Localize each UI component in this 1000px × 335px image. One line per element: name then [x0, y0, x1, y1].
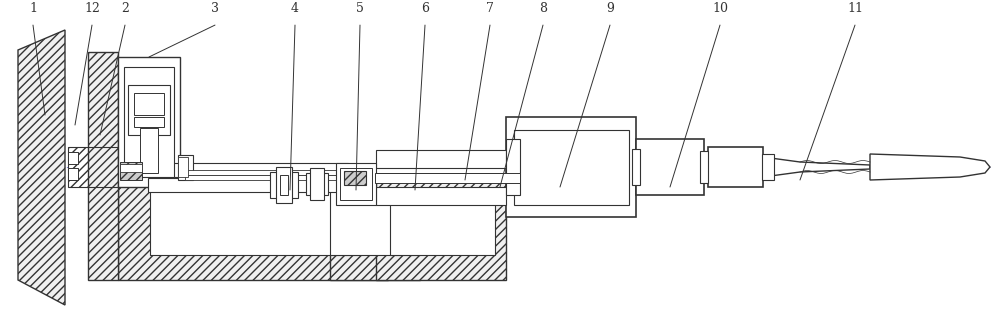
Bar — [68, 168, 78, 180]
Bar — [88, 52, 118, 280]
Bar — [708, 147, 763, 187]
Text: 5: 5 — [356, 2, 364, 15]
Bar — [68, 147, 90, 187]
Bar — [376, 150, 506, 168]
Bar — [270, 172, 298, 198]
Bar — [376, 187, 506, 205]
Bar — [762, 154, 774, 180]
Polygon shape — [763, 157, 870, 177]
Bar — [280, 175, 288, 195]
Bar — [68, 152, 78, 164]
Bar — [134, 93, 164, 115]
Bar — [118, 57, 180, 187]
Bar — [150, 190, 360, 255]
Bar — [276, 167, 292, 203]
Bar — [700, 151, 708, 183]
Bar — [118, 57, 180, 187]
Text: 10: 10 — [712, 2, 728, 15]
Bar — [310, 168, 324, 200]
Bar — [118, 180, 388, 280]
Bar — [514, 130, 629, 205]
Bar — [390, 190, 495, 255]
Bar — [148, 163, 348, 177]
Bar — [375, 173, 520, 183]
Bar — [134, 117, 164, 127]
Polygon shape — [18, 30, 65, 305]
Bar — [636, 139, 704, 195]
Bar — [120, 162, 142, 180]
Bar — [120, 164, 142, 172]
Bar — [376, 180, 506, 280]
Bar — [306, 173, 328, 195]
Bar — [128, 85, 170, 135]
Bar — [330, 190, 420, 255]
Text: 4: 4 — [291, 2, 299, 15]
Text: 1: 1 — [29, 2, 37, 15]
Bar — [330, 180, 420, 280]
Bar — [506, 117, 636, 217]
Text: 12: 12 — [84, 2, 100, 15]
Polygon shape — [870, 154, 990, 180]
Text: 11: 11 — [847, 2, 863, 15]
Text: 6: 6 — [421, 2, 429, 15]
Bar — [178, 157, 188, 177]
Bar — [340, 168, 372, 200]
Bar — [506, 139, 520, 195]
Text: 3: 3 — [211, 2, 219, 15]
Bar — [185, 170, 360, 175]
Bar — [632, 149, 640, 185]
Text: 2: 2 — [121, 2, 129, 15]
Text: 8: 8 — [539, 2, 547, 15]
Bar — [185, 175, 360, 180]
Bar — [124, 67, 174, 177]
Text: 7: 7 — [486, 2, 494, 15]
Bar — [140, 128, 158, 173]
Bar — [336, 163, 376, 205]
Bar — [148, 178, 348, 192]
Text: 9: 9 — [606, 2, 614, 15]
Bar — [344, 171, 366, 185]
Bar — [178, 155, 193, 180]
